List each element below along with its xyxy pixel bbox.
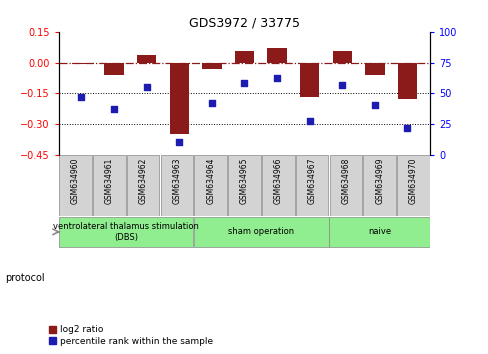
Bar — [363, 155, 395, 216]
Point — [273, 76, 281, 81]
Text: GSM634970: GSM634970 — [408, 158, 417, 204]
Bar — [72, 63, 91, 64]
Point — [338, 82, 346, 87]
Text: ventrolateral thalamus stimulation
(DBS): ventrolateral thalamus stimulation (DBS) — [53, 222, 199, 241]
Bar — [262, 155, 294, 216]
Bar — [59, 155, 92, 216]
Text: GSM634966: GSM634966 — [273, 158, 282, 204]
Text: protocol: protocol — [5, 273, 44, 283]
Bar — [194, 155, 226, 216]
Bar — [228, 155, 260, 216]
Text: GSM634967: GSM634967 — [307, 158, 316, 204]
Point — [305, 119, 313, 124]
Bar — [332, 51, 351, 63]
Text: sham operation: sham operation — [228, 227, 294, 236]
Bar — [194, 217, 328, 247]
Text: GSM634965: GSM634965 — [240, 158, 248, 204]
Point — [142, 84, 150, 90]
Point — [240, 81, 248, 86]
Bar — [137, 55, 156, 63]
Bar — [104, 63, 123, 75]
Bar — [127, 155, 159, 216]
Text: GSM634961: GSM634961 — [104, 158, 114, 204]
Text: GSM634960: GSM634960 — [71, 158, 80, 204]
Bar — [234, 51, 254, 63]
Title: GDS3972 / 33775: GDS3972 / 33775 — [189, 16, 299, 29]
Text: GSM634968: GSM634968 — [341, 158, 349, 204]
Bar — [169, 63, 189, 134]
Text: naive: naive — [367, 227, 390, 236]
Point — [110, 106, 118, 112]
Point — [175, 139, 183, 145]
Bar — [328, 217, 429, 247]
Text: GSM634962: GSM634962 — [139, 158, 147, 204]
Bar — [295, 155, 327, 216]
Text: GSM634963: GSM634963 — [172, 158, 181, 204]
Point — [403, 125, 410, 130]
Bar — [365, 63, 384, 75]
Bar — [299, 63, 319, 97]
Point — [78, 94, 85, 100]
Bar — [396, 155, 429, 216]
Bar — [397, 63, 416, 99]
Legend: log2 ratio, percentile rank within the sample: log2 ratio, percentile rank within the s… — [48, 325, 213, 346]
Bar — [329, 155, 361, 216]
Point — [370, 103, 378, 108]
Bar — [161, 155, 193, 216]
Bar — [202, 63, 221, 69]
Point — [207, 100, 215, 106]
Bar — [59, 217, 193, 247]
Text: GSM634964: GSM634964 — [206, 158, 215, 204]
Bar — [267, 48, 286, 63]
Text: GSM634969: GSM634969 — [374, 158, 384, 204]
Bar — [93, 155, 125, 216]
